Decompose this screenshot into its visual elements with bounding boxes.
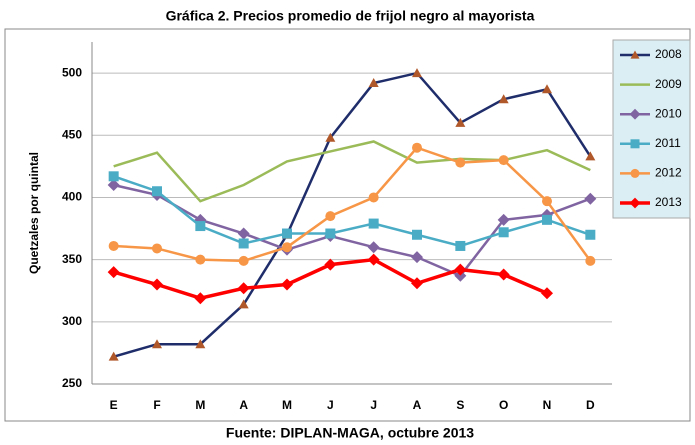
- marker: [454, 269, 467, 282]
- x-tick-label: S: [456, 398, 464, 412]
- marker: [108, 171, 119, 182]
- marker: [238, 299, 249, 309]
- marker: [325, 228, 336, 239]
- marker: [585, 229, 596, 240]
- marker: [151, 278, 163, 291]
- marker: [412, 142, 422, 153]
- marker: [238, 255, 249, 266]
- x-tick-label: A: [239, 398, 248, 412]
- marker: [368, 192, 379, 203]
- marker: [541, 287, 553, 300]
- chart-frame: [4, 28, 691, 422]
- x-tick-label: E: [110, 398, 118, 412]
- marker: [324, 258, 337, 271]
- x-tick-label: J: [370, 398, 377, 412]
- y-tick-label: 250: [62, 376, 82, 390]
- y-tick-label: 350: [62, 252, 82, 266]
- x-tick-label: J: [327, 398, 334, 412]
- marker: [195, 221, 206, 232]
- x-tick-label: M: [195, 398, 205, 412]
- marker: [412, 68, 422, 78]
- marker: [542, 196, 552, 207]
- marker: [542, 84, 552, 94]
- legend-box: [612, 39, 691, 219]
- marker: [412, 229, 422, 240]
- legend-label: 2008: [655, 47, 682, 61]
- chart-title: Gráfica 2. Precios promedio de frijol ne…: [166, 8, 535, 24]
- marker: [195, 254, 206, 265]
- marker: [108, 351, 119, 361]
- y-tick-label: 300: [62, 314, 82, 328]
- legend-marker: [630, 139, 640, 149]
- series-line: [113, 183, 591, 278]
- legend-marker: [630, 168, 640, 178]
- x-tick-label: M: [282, 398, 292, 412]
- legend-label: 2009: [655, 77, 682, 91]
- marker: [455, 240, 466, 251]
- marker: [454, 263, 467, 276]
- x-tick-label: D: [586, 398, 595, 412]
- y-tick-label: 500: [62, 65, 82, 79]
- marker: [237, 227, 250, 240]
- marker: [367, 253, 380, 266]
- marker: [368, 78, 379, 88]
- marker: [584, 192, 597, 205]
- marker: [107, 266, 120, 279]
- marker: [585, 151, 596, 161]
- marker: [498, 155, 509, 166]
- marker: [195, 339, 206, 349]
- legend-marker: [630, 50, 640, 59]
- legend-marker: [629, 197, 641, 209]
- marker: [498, 227, 509, 238]
- marker: [281, 278, 293, 291]
- legend-marker: [629, 108, 641, 120]
- marker: [282, 242, 292, 253]
- marker: [108, 240, 119, 251]
- marker: [497, 268, 510, 281]
- legend-label: 2012: [655, 166, 682, 180]
- marker: [542, 214, 552, 225]
- y-tick-label: 450: [62, 127, 82, 141]
- x-tick-label: A: [413, 398, 422, 412]
- marker: [282, 228, 292, 239]
- marker: [411, 251, 423, 264]
- legend-label: 2013: [655, 195, 682, 209]
- marker: [152, 339, 162, 349]
- marker: [325, 132, 336, 142]
- marker: [152, 186, 162, 197]
- series-line: [113, 146, 592, 263]
- marker: [498, 94, 509, 104]
- marker: [325, 211, 336, 222]
- legend-label: 2010: [655, 106, 682, 120]
- marker: [585, 255, 596, 266]
- marker: [455, 117, 466, 127]
- legend-label: 2011: [655, 136, 681, 150]
- marker: [194, 292, 207, 305]
- x-tick-label: O: [499, 398, 508, 412]
- y-tick-label: 400: [62, 190, 82, 204]
- marker: [497, 213, 510, 226]
- series-line: [113, 175, 591, 248]
- x-tick-label: F: [153, 398, 160, 412]
- marker: [238, 238, 249, 249]
- y-axis-label: Quetzales por quintal: [27, 152, 41, 274]
- source-note: Fuente: DIPLAN-MAGA, octubre 2013: [226, 425, 474, 441]
- series-line: [113, 71, 592, 358]
- marker: [367, 241, 380, 254]
- x-tick-label: N: [543, 398, 552, 412]
- marker: [411, 277, 423, 290]
- marker: [152, 243, 162, 254]
- marker: [107, 179, 120, 192]
- marker: [455, 157, 466, 168]
- marker: [237, 282, 250, 295]
- marker: [368, 218, 379, 229]
- series-line: [113, 140, 591, 203]
